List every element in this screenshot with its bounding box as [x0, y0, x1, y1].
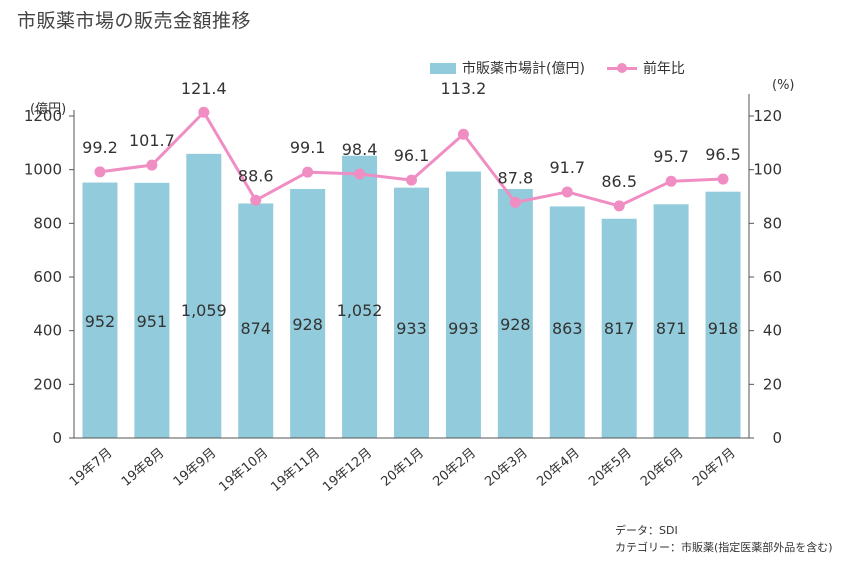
line-value-label: 87.8 — [498, 168, 534, 187]
line-point — [561, 186, 573, 198]
legend-item-line: 前年比 — [606, 58, 685, 78]
line-value-label: 98.4 — [342, 140, 378, 159]
bar — [134, 182, 170, 438]
bar — [290, 188, 326, 438]
y-left-tick-label: 1000 — [24, 161, 62, 179]
line-point — [94, 166, 106, 178]
x-tick-label: 19年8月 — [119, 446, 168, 490]
x-tick-label: 19年7月 — [67, 446, 116, 490]
line-value-label: 96.5 — [705, 145, 741, 164]
bar — [549, 206, 585, 438]
line-value-label: 113.2 — [441, 79, 487, 98]
line-value-label: 99.2 — [82, 138, 118, 157]
bar — [186, 153, 222, 438]
bar-value-label: 817 — [604, 319, 635, 338]
y-right-tick-label: 20 — [763, 375, 782, 393]
x-tick-label: 19年11月 — [268, 446, 323, 495]
x-tick-label: 20年5月 — [586, 446, 635, 490]
y-right-tick-label: 60 — [763, 268, 782, 286]
line-value-label: 121.4 — [181, 79, 227, 98]
chart-legend: 市販薬市場計(億円) 前年比 — [430, 58, 707, 78]
x-tick-label: 20年2月 — [430, 446, 479, 490]
line-value-label: 86.5 — [601, 172, 637, 191]
x-tick-label: 20年6月 — [638, 446, 687, 490]
bar — [497, 188, 533, 438]
y-right-tick-label: 40 — [763, 322, 782, 340]
left-axis-unit: (億円) — [30, 102, 67, 117]
line-point — [146, 159, 158, 171]
bar-value-label: 933 — [396, 319, 427, 338]
legend-line-label: 前年比 — [642, 61, 685, 77]
line-value-label: 99.1 — [290, 138, 326, 157]
line-point — [457, 128, 469, 140]
bar-value-label: 952 — [85, 312, 116, 331]
y-left-tick-label: 0 — [52, 429, 62, 447]
bar-value-label: 951 — [137, 312, 168, 331]
bar-value-label: 871 — [656, 319, 687, 338]
y-left-tick-label: 400 — [33, 322, 62, 340]
bar-value-label: 863 — [552, 319, 583, 338]
legend-bar-label: 市販薬市場計(億円) — [462, 61, 585, 77]
x-tick-label: 20年4月 — [534, 446, 583, 490]
legend-line-swatch — [606, 62, 637, 74]
bar — [82, 182, 118, 438]
y-right-tick-label: 120 — [753, 107, 782, 125]
x-tick-label: 19年9月 — [171, 446, 220, 490]
bar-value-label: 928 — [500, 315, 531, 334]
line-point — [509, 196, 521, 208]
line-point — [354, 168, 366, 180]
bar — [601, 218, 637, 438]
bar-value-label: 928 — [292, 315, 323, 334]
bar-value-label: 993 — [448, 319, 479, 338]
y-left-tick-label: 600 — [33, 268, 62, 286]
bar — [342, 155, 378, 439]
line-point — [250, 194, 262, 206]
line-point — [198, 106, 210, 118]
x-tick-label: 19年12月 — [320, 446, 375, 495]
y-left-tick-label: 1200 — [24, 107, 62, 125]
line-value-label: 88.6 — [238, 166, 274, 185]
x-tick-label: 20年7月 — [690, 446, 739, 490]
line-value-label: 101.7 — [129, 131, 175, 150]
bar — [445, 171, 481, 439]
y-left-tick-label: 200 — [33, 375, 62, 393]
line-value-label: 95.7 — [653, 147, 689, 166]
source-category: カテゴリー：市販薬(指定医薬部外品を含む) — [615, 541, 833, 554]
bar-value-label: 1,052 — [337, 301, 383, 320]
x-tick-label: 20年1月 — [378, 446, 427, 490]
legend-item-bar: 市販薬市場計(億円) — [430, 58, 585, 78]
chart-title: 市販薬市場の販売金額推移 — [17, 10, 252, 32]
right-axis-unit: (%) — [772, 78, 795, 93]
x-tick-label: 20年3月 — [482, 446, 531, 490]
bar — [238, 203, 274, 438]
line-point — [302, 166, 314, 178]
bar — [394, 187, 429, 438]
y-left-tick-label: 800 — [33, 214, 62, 232]
line-point — [717, 173, 729, 185]
y-right-tick-label: 0 — [772, 429, 782, 447]
line-value-label: 91.7 — [549, 158, 585, 177]
bar-value-label: 874 — [240, 319, 271, 338]
legend-bar-swatch — [430, 62, 456, 74]
source-data: データ：SDI — [615, 524, 678, 537]
y-right-tick-label: 100 — [753, 161, 782, 179]
bar — [653, 204, 689, 438]
bar-value-label: 1,059 — [181, 301, 227, 320]
y-right-tick-label: 80 — [763, 214, 782, 232]
line-point — [665, 175, 677, 187]
line-point — [406, 174, 417, 186]
bar — [705, 191, 741, 438]
line-point — [613, 200, 625, 212]
x-tick-label: 19年10月 — [216, 446, 271, 495]
line-value-label: 96.1 — [394, 146, 430, 165]
bar-value-label: 918 — [708, 319, 739, 338]
